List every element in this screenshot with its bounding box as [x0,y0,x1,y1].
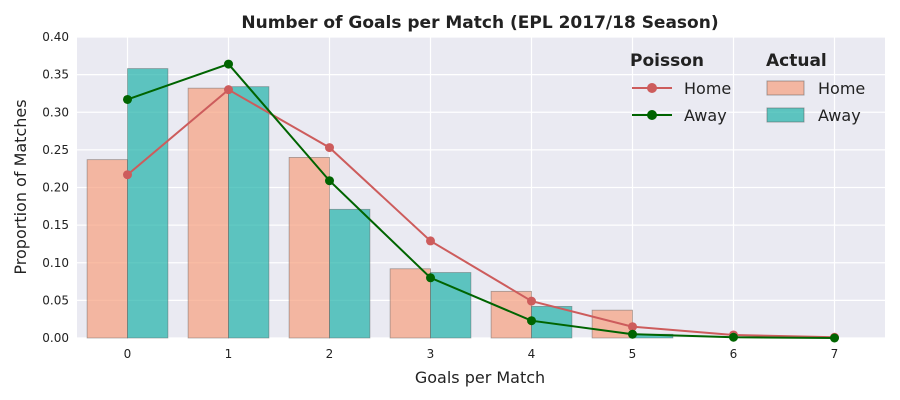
legend-actual-title: Actual [766,51,827,71]
point-away-poisson [123,94,132,104]
point-home-poisson [426,236,435,246]
point-away-poisson [628,329,637,339]
bar-layer [86,68,674,339]
bar-home-actual [288,156,330,339]
legend: Poisson Actual Home Away Home Away [630,51,865,125]
legend-away-line-label: Away [684,106,727,125]
y-tick-label: 0.30 [42,105,69,119]
legend-home-line-label: Home [684,79,731,98]
point-away-poisson [426,273,435,283]
point-away-poisson [224,59,233,69]
x-tick-label: 4 [528,347,536,361]
x-tick-label: 7 [831,347,839,361]
bar-home-actual [187,87,229,339]
y-tick-label: 0.15 [42,218,69,232]
x-tick-label: 2 [326,347,334,361]
x-tick-label: 0 [124,347,132,361]
bar-away-actual [127,68,169,339]
x-tick-label: 1 [225,347,233,361]
point-home-poisson [527,296,536,306]
y-axis-label: Proportion of Matches [11,99,30,274]
line-home-poisson [126,88,835,339]
legend-home-line-marker [647,83,657,93]
legend-home-bar-label: Home [818,79,865,98]
bar-home-actual [86,159,128,339]
y-tick-label: 0.40 [42,30,69,44]
legend-away-bar-label: Away [818,106,861,125]
point-away-poisson [729,332,738,342]
x-tick-label: 5 [629,347,637,361]
line-away-poisson [127,62,835,339]
y-tick-label: 0.05 [42,293,69,307]
legend-away-bar-swatch [766,107,805,123]
point-home-poisson [628,322,637,332]
y-tick-labels: 0.00 0.05 0.10 0.15 0.20 0.25 0.30 0.35 0.40 [42,30,69,345]
y-tick-label: 0.25 [42,143,69,157]
bar-home-actual [389,268,431,339]
legend-home-bar-swatch [766,80,805,96]
point-home-poisson [224,85,233,95]
point-home-poisson [325,143,334,153]
legend-poisson-title: Poisson [630,51,704,71]
x-tick-labels: 0 1 2 3 4 5 6 7 [124,347,839,361]
x-axis-label: Goals per Match [415,368,545,387]
bar-away-actual [430,272,472,339]
point-away-poisson [830,333,839,343]
chart-title: Number of Goals per Match (EPL 2017/18 S… [241,13,718,33]
bar-away-actual [228,86,270,339]
line-layer [123,59,839,343]
legend-away-line-marker [647,110,657,120]
x-tick-label: 3 [427,347,435,361]
point-home-poisson [123,170,132,180]
y-tick-label: 0.00 [42,331,69,345]
y-tick-label: 0.10 [42,256,69,270]
y-tick-label: 0.35 [42,68,69,82]
x-tick-label: 6 [730,347,738,361]
point-away-poisson [325,176,334,186]
point-away-poisson [527,316,536,326]
y-tick-label: 0.20 [42,181,69,195]
bar-away-actual [329,208,371,339]
